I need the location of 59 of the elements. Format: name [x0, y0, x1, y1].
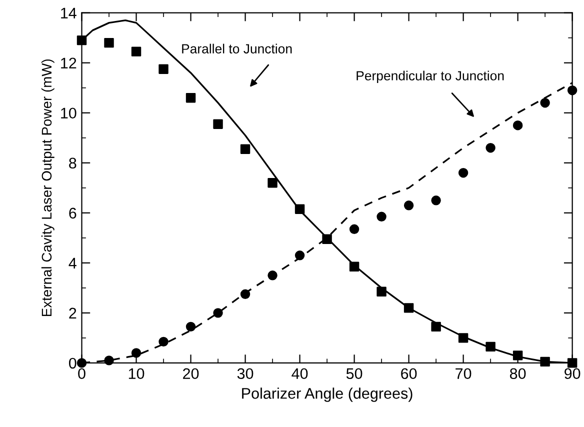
point: [404, 303, 414, 313]
y-tick-label: 4: [68, 258, 76, 268]
x-tick-label: 60: [401, 368, 417, 380]
point: [186, 322, 196, 332]
x-tick-label: 70: [456, 368, 472, 380]
x-tick-label: 50: [346, 368, 362, 380]
point: [458, 333, 468, 343]
point: [240, 289, 250, 300]
y-tick-label: 0: [69, 358, 76, 369]
point: [349, 224, 360, 234]
x-tick-label: 20: [183, 368, 199, 380]
point: [512, 120, 523, 130]
point: [431, 196, 441, 206]
point: [213, 308, 223, 318]
point: [158, 64, 168, 74]
y-axis-title: External Cavity Laser Output Power (mW): [41, 59, 54, 316]
point: [186, 92, 196, 103]
y-tick-label: 2: [69, 308, 76, 318]
x-tick-label: 90: [564, 368, 580, 380]
x-tick-label: 40: [292, 368, 308, 380]
x-tick-label: 80: [510, 368, 526, 380]
point: [404, 200, 414, 210]
point: [540, 356, 550, 367]
point: [76, 358, 87, 368]
point: [131, 348, 142, 358]
point: [240, 144, 250, 154]
point: [268, 178, 278, 188]
point: [512, 350, 523, 360]
point: [431, 322, 441, 332]
point: [486, 143, 496, 153]
point: [213, 119, 223, 129]
annotation: Parallel to Junction: [182, 44, 292, 54]
point: [567, 85, 578, 96]
point: [104, 356, 114, 366]
x-axis-title: Polarizer Angle (degrees): [242, 388, 412, 402]
annotation: Perpendicular to Junction: [356, 70, 504, 84]
point: [458, 168, 468, 178]
y-tick-label: 14: [61, 8, 76, 18]
y-tick-label: 6: [69, 208, 76, 219]
point: [322, 234, 332, 244]
point: [376, 286, 386, 297]
point: [268, 270, 278, 280]
x-tick-label: 0: [78, 368, 86, 380]
point: [76, 35, 87, 46]
x-tick-label: 30: [237, 368, 254, 380]
y-tick-label: 12: [61, 58, 76, 68]
y-tick-label: 8: [69, 158, 76, 169]
point: [104, 38, 114, 48]
point: [158, 336, 168, 347]
point: [131, 46, 142, 56]
point: [540, 98, 550, 108]
x-tick-label: 10: [128, 368, 144, 380]
point: [294, 204, 305, 214]
point: [376, 212, 386, 222]
point: [294, 250, 305, 260]
y-tick-label: 10: [61, 108, 76, 119]
point: [349, 262, 360, 272]
point: [567, 358, 578, 368]
point: [486, 342, 496, 352]
